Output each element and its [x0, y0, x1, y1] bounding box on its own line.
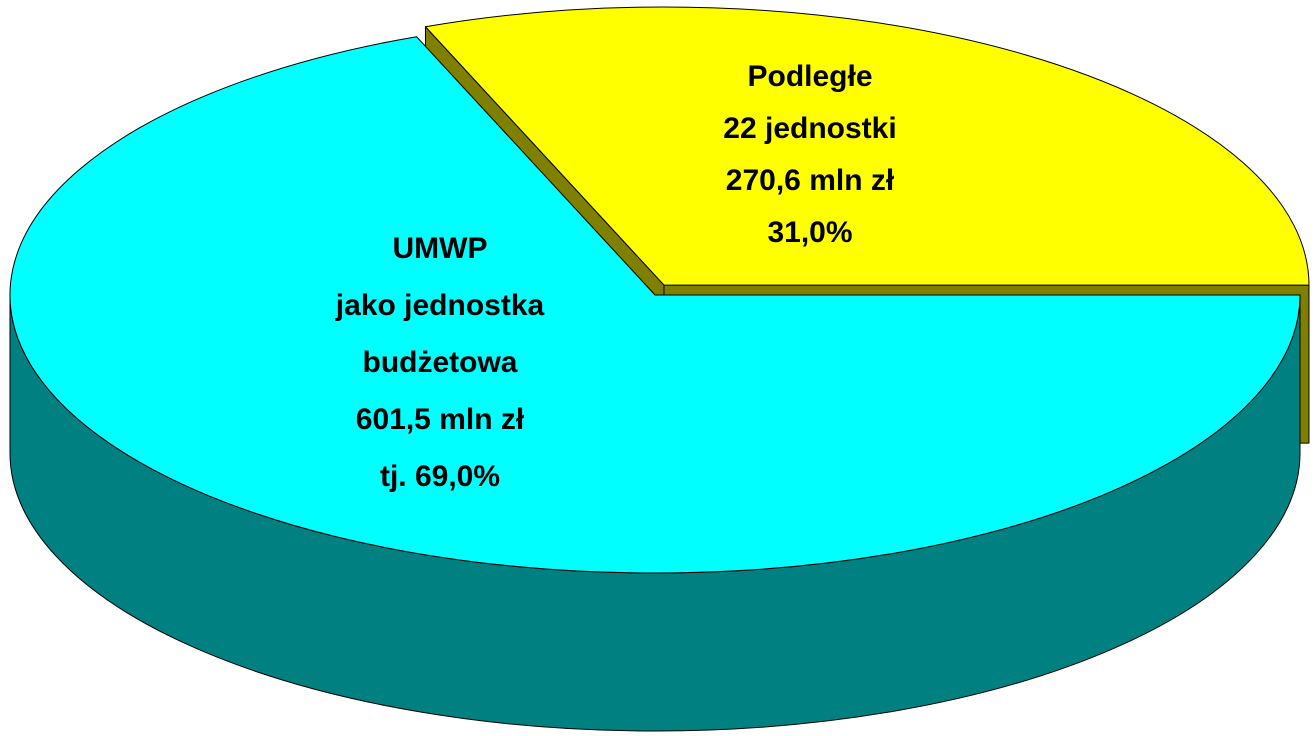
slice-label: Podległe: [747, 60, 872, 93]
slice-label: tj. 69,0%: [380, 460, 500, 493]
slice-label: 270,6 mln zł: [726, 164, 895, 197]
slice: [424, 6, 1310, 286]
slice-label: 601,5 mln zł: [356, 403, 525, 436]
slice-label: budżetowa: [363, 346, 518, 379]
slice-label: 22 jednostki: [723, 112, 896, 145]
slice: [9, 36, 1301, 574]
slice-label: UMWP: [393, 232, 488, 265]
slice-label: jako jednostka: [335, 289, 545, 322]
slice-label: 31,0%: [767, 216, 852, 249]
